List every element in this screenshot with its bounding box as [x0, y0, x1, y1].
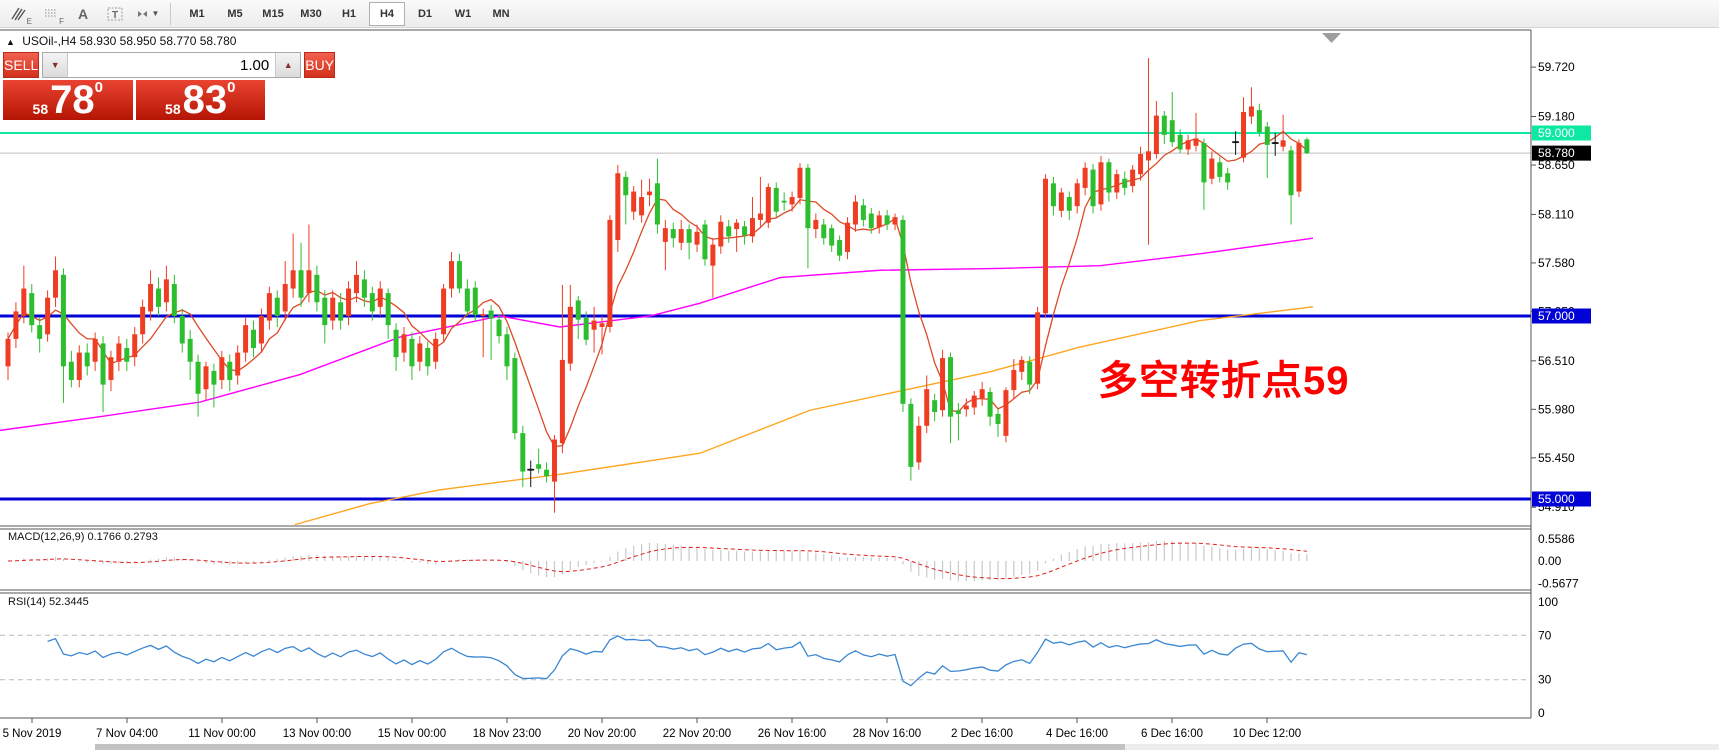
tab-timeframe-h4[interactable]: H4	[369, 1, 405, 26]
svg-text:0.00: 0.00	[1538, 554, 1562, 568]
tab-timeframe-m15[interactable]: M15	[262, 7, 284, 20]
svg-text:10 Dec 12:00: 10 Dec 12:00	[1233, 728, 1301, 740]
svg-text:58.650: 58.650	[1538, 158, 1575, 172]
svg-text:59.000: 59.000	[1538, 126, 1575, 140]
svg-text:56.510: 56.510	[1538, 354, 1575, 368]
svg-text:T: T	[112, 10, 118, 21]
text-a-icon[interactable]: A	[77, 5, 89, 22]
svg-text:0: 0	[1538, 706, 1545, 720]
tab-timeframe-m5[interactable]: M5	[227, 7, 243, 20]
svg-text:18 Nov 23:00: 18 Nov 23:00	[473, 728, 541, 740]
one-click-trade-panel: SELL ▼ ▲ BUY 58 78 0 58 83 0	[3, 52, 336, 122]
svg-text:20 Nov 20:00: 20 Nov 20:00	[568, 728, 636, 740]
svg-text:-0.5677: -0.5677	[1538, 576, 1579, 590]
sell-price-display[interactable]: 58 78 0	[3, 78, 133, 122]
svg-text:100: 100	[1538, 595, 1558, 609]
toolbar: E F A T ▼ M1 M5 M15 M30 H1 H4 D1 W1 MN	[0, 0, 1719, 28]
svg-text:15 Nov 00:00: 15 Nov 00:00	[378, 728, 446, 740]
sell-button[interactable]: SELL	[3, 52, 40, 78]
svg-text:70: 70	[1538, 628, 1552, 642]
svg-text:58.780: 58.780	[1538, 146, 1575, 160]
svg-text:26 Nov 16:00: 26 Nov 16:00	[758, 728, 826, 740]
buy-price-display[interactable]: 58 83 0	[135, 78, 265, 122]
svg-text:55.450: 55.450	[1538, 451, 1575, 465]
buy-button[interactable]: BUY	[304, 52, 336, 78]
svg-text:11 Nov 00:00: 11 Nov 00:00	[188, 728, 256, 740]
tab-timeframe-d1[interactable]: D1	[417, 7, 433, 20]
tab-timeframe-h1[interactable]: H1	[341, 7, 357, 20]
svg-text:28 Nov 16:00: 28 Nov 16:00	[853, 728, 921, 740]
icon-sub-label: E	[26, 16, 32, 26]
dropdown-caret-icon: ▼	[151, 9, 160, 18]
toolbar-separator	[170, 2, 171, 25]
svg-text:4 Dec 16:00: 4 Dec 16:00	[1046, 728, 1108, 740]
sell-price-prefix: 58	[32, 101, 49, 117]
svg-text:55.980: 55.980	[1538, 402, 1575, 416]
rsi-indicator-label: RSI(14) 52.3445	[8, 596, 89, 608]
volume-stepper: ▼ ▲	[42, 52, 302, 78]
label-t-icon[interactable]: T	[100, 2, 130, 26]
svg-text:5 Nov 2019: 5 Nov 2019	[3, 728, 62, 740]
collapse-arrow-icon[interactable]: ▲	[6, 37, 15, 47]
volume-decrease-button[interactable]: ▼	[43, 53, 69, 77]
sell-price-main: 78	[50, 78, 95, 122]
icon-sub-label: F	[59, 16, 64, 26]
svg-text:55.000: 55.000	[1538, 492, 1575, 506]
svg-text:57.580: 57.580	[1538, 256, 1575, 270]
svg-text:59.180: 59.180	[1538, 110, 1575, 124]
buy-price-main: 83	[182, 78, 228, 122]
tab-timeframe-m30[interactable]: M30	[300, 7, 322, 20]
svg-text:13 Nov 00:00: 13 Nov 00:00	[283, 728, 351, 740]
svg-text:58.110: 58.110	[1538, 207, 1574, 221]
svg-text:22 Nov 20:00: 22 Nov 20:00	[663, 728, 731, 740]
tab-timeframe-w1[interactable]: W1	[454, 7, 472, 20]
cursor-mode-icon[interactable]: ▼	[132, 2, 162, 26]
tab-timeframe-mn[interactable]: MN	[492, 7, 510, 20]
grid-dots-icon[interactable]: F	[36, 2, 66, 26]
horizontal-scrollbar-thumb	[95, 744, 1125, 750]
svg-text:6 Dec 16:00: 6 Dec 16:00	[1141, 728, 1203, 740]
chart-title: ▲ USOil-,H4 58.930 58.950 58.770 58.780	[6, 34, 236, 48]
pencil-hatch-icon[interactable]: E	[4, 2, 34, 26]
volume-input[interactable]	[68, 53, 276, 77]
symbol-ohlc-text: USOil-,H4 58.930 58.950 58.770 58.780	[22, 34, 237, 48]
svg-text:57.000: 57.000	[1538, 309, 1575, 323]
buy-price-prefix: 58	[165, 101, 181, 117]
volume-increase-button[interactable]: ▲	[275, 53, 301, 77]
svg-text:59.720: 59.720	[1538, 60, 1575, 74]
sell-price-pip: 0	[94, 79, 103, 96]
svg-text:7 Nov 04:00: 7 Nov 04:00	[96, 728, 158, 740]
macd-indicator-label: MACD(12,26,9) 0.1766 0.2793	[8, 531, 158, 543]
svg-text:0.5586: 0.5586	[1538, 532, 1575, 546]
chart-annotation-text: 多空转折点59	[1098, 359, 1350, 403]
tab-timeframe-m1[interactable]: M1	[189, 7, 205, 20]
svg-text:2 Dec 16:00: 2 Dec 16:00	[951, 728, 1013, 740]
svg-text:30: 30	[1538, 673, 1552, 687]
buy-price-pip: 0	[227, 79, 236, 96]
